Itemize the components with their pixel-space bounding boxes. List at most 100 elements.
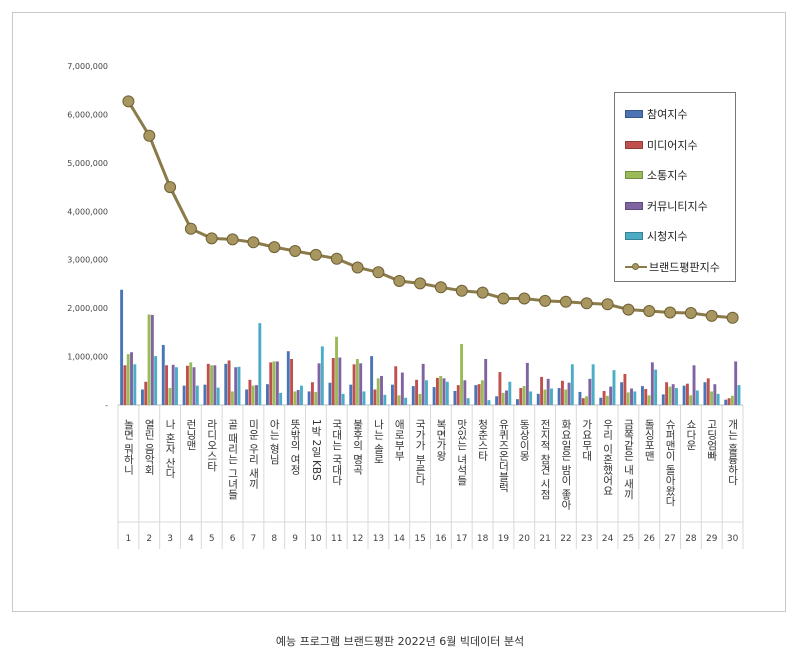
rank-label: 2 [146, 534, 152, 544]
bar-4 [630, 388, 633, 405]
brand-reputation-point [205, 232, 218, 245]
bar-3 [272, 361, 276, 405]
rank-label: 26 [644, 534, 656, 544]
bar-3 [418, 393, 422, 405]
x-category-label: 금쪽같은 내 새끼 [622, 419, 634, 500]
bar-3 [397, 395, 401, 405]
y-tick-label: 6,000,000 [67, 110, 108, 119]
bar-5 [320, 346, 324, 405]
y-tick-label: 1,000,000 [67, 353, 108, 362]
bar-5 [154, 356, 158, 405]
x-category-label: 화요일은 밤이 좋아 [560, 419, 572, 510]
rank-label: 1 [126, 534, 132, 544]
bar-5 [487, 400, 491, 405]
bar-4 [317, 363, 321, 405]
bar-2 [331, 358, 335, 405]
bar-4 [255, 385, 258, 405]
x-category-label: 애로부부 [393, 419, 405, 462]
rank-label: 16 [435, 534, 447, 544]
bar-3 [189, 362, 193, 405]
rank-label: 11 [331, 534, 342, 544]
bar-2 [456, 385, 460, 405]
bar-5 [404, 397, 408, 405]
bar-1 [182, 385, 186, 405]
legend-item: 미디어지수 [625, 130, 735, 161]
y-tick-label: 5,000,000 [67, 159, 108, 168]
legend-item: 브랜드평판지수 [625, 252, 735, 283]
bar-4 [671, 384, 675, 405]
bar-4 [546, 378, 550, 405]
legend-label: 브랜드평판지수 [649, 260, 720, 274]
brand-reputation-point [726, 311, 739, 324]
bar-3 [335, 336, 338, 405]
bar-4 [150, 314, 154, 405]
rank-label: 9 [292, 534, 298, 544]
bar-4 [275, 361, 279, 405]
bar-5 [300, 385, 303, 405]
legend-item: 참여지수 [625, 99, 735, 130]
y-tick-label: 7,000,000 [67, 62, 108, 71]
bar-3 [689, 395, 693, 405]
bar-4 [713, 384, 717, 405]
rank-label: 10 [310, 534, 322, 544]
bar-3 [730, 395, 734, 405]
bar-5 [654, 369, 658, 405]
brand-reputation-point [664, 306, 677, 319]
brand-reputation-point [330, 252, 343, 265]
bar-5 [716, 393, 720, 405]
bar-3 [647, 395, 651, 405]
bar-5 [279, 392, 283, 405]
bar-4 [380, 375, 383, 405]
bar-1 [349, 384, 353, 405]
rank-label: 18 [477, 534, 489, 544]
x-category-label: 나 혼자 산다 [164, 419, 176, 479]
bar-3 [585, 396, 588, 405]
x-category-label: 슈퍼맨이 돌아왔다 [664, 419, 676, 507]
x-category-label: 국대는 국대다 [331, 419, 343, 486]
bar-3 [522, 386, 526, 405]
brand-reputation-point [247, 236, 260, 249]
bar-1 [641, 386, 644, 405]
bar-3 [168, 388, 172, 405]
brand-reputation-point [684, 307, 697, 319]
bar-4 [296, 389, 300, 405]
rank-label: 19 [498, 534, 510, 544]
rank-label: 12 [352, 534, 363, 544]
bar-1 [474, 385, 478, 405]
rank-label: 21 [539, 534, 550, 544]
legend-swatch [625, 262, 647, 271]
brand-reputation-point [351, 261, 364, 274]
bar-5 [195, 385, 199, 405]
bar-2 [519, 388, 523, 405]
brand-reputation-point [372, 266, 385, 279]
rank-label: 23 [581, 534, 592, 544]
bar-2 [706, 378, 710, 405]
bar-3 [230, 391, 234, 405]
y-tick-label: 2,000,000 [67, 304, 108, 313]
bar-1 [453, 390, 457, 405]
bar-4 [442, 378, 446, 405]
x-category-label: 국가가 부른다 [414, 419, 426, 486]
bar-2 [227, 360, 231, 405]
bar-5 [216, 387, 220, 405]
bar-1 [370, 356, 374, 405]
x-category-label: 고딩엄빠 [706, 419, 718, 462]
brand-reputation-point [393, 275, 406, 287]
bar-5 [237, 366, 241, 405]
bar-3 [543, 389, 547, 405]
bar-5 [133, 364, 137, 405]
bar-3 [376, 378, 380, 405]
bar-1 [161, 344, 165, 405]
rank-label: 28 [685, 534, 697, 544]
rank-label: 25 [623, 534, 634, 544]
brand-reputation-point [601, 298, 614, 311]
bar-2 [123, 365, 127, 405]
bar-2 [352, 364, 356, 405]
bar-2 [435, 377, 439, 405]
x-category-label: 동상이몽 [518, 419, 530, 461]
bar-1 [411, 386, 415, 405]
x-category-label: 청춘스타 [477, 419, 489, 462]
bar-2 [727, 398, 731, 405]
x-category-label: 1박 2일 KBS [310, 419, 322, 481]
bar-1 [557, 388, 561, 405]
